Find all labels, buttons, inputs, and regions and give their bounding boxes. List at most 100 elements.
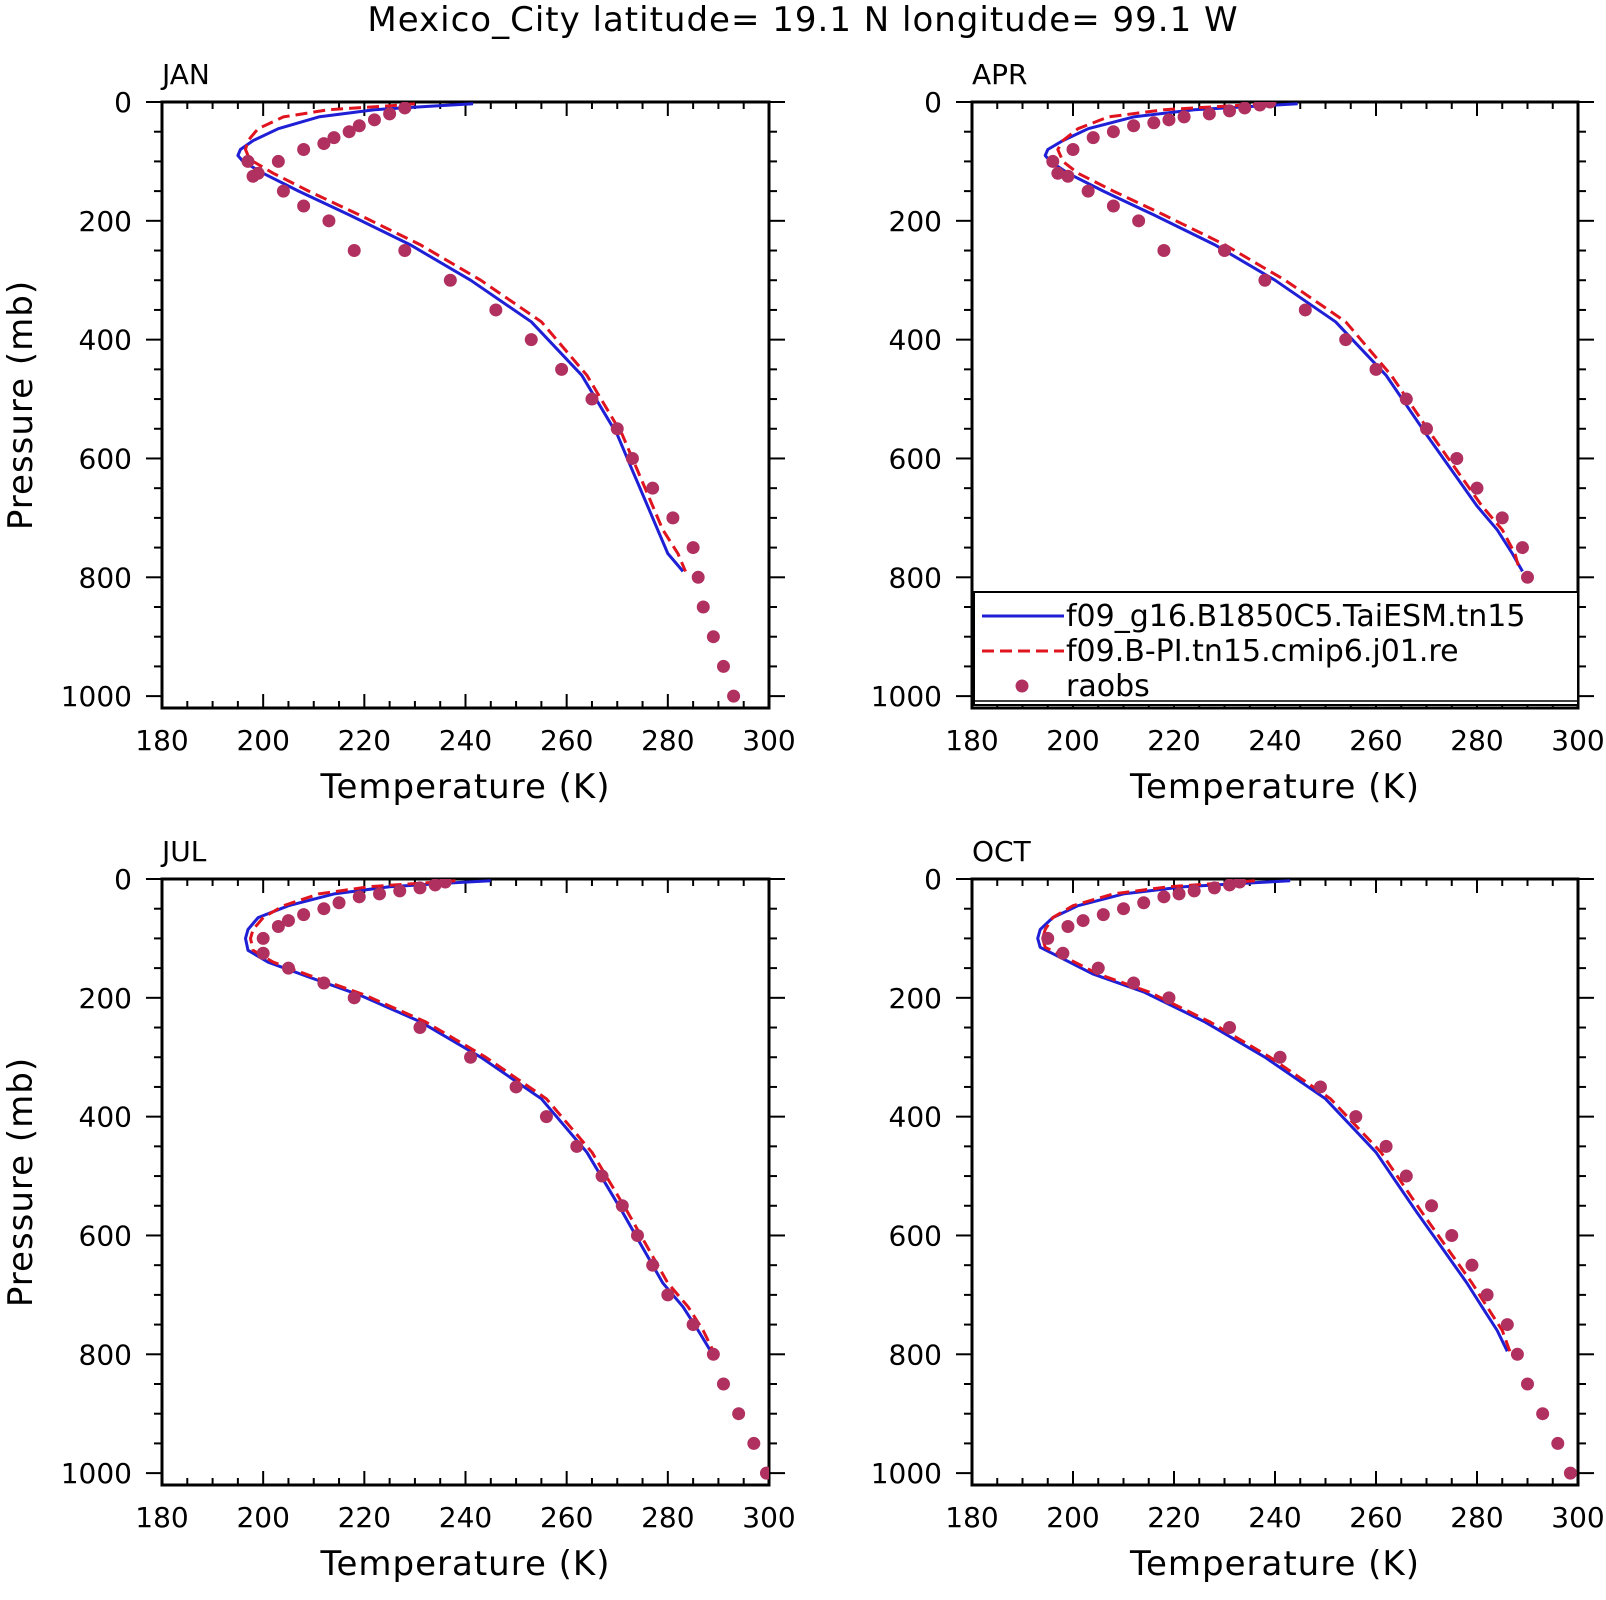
raobs-point <box>1218 244 1231 258</box>
x-tick-label: 260 <box>1349 1501 1402 1534</box>
raobs-point <box>1137 896 1151 910</box>
x-tick-label: 280 <box>1450 724 1503 757</box>
x-tick-label: 300 <box>1551 724 1604 757</box>
raobs-point <box>393 884 407 898</box>
raobs-point <box>383 107 397 121</box>
x-tick-label: 240 <box>439 1501 492 1534</box>
raobs-point <box>610 422 624 436</box>
raobs-point <box>1480 1288 1494 1302</box>
raobs-point <box>1046 154 1060 168</box>
raobs-point <box>276 184 290 198</box>
raobs-point <box>352 119 366 133</box>
x-tick-label: 240 <box>1248 724 1301 757</box>
raobs-point <box>322 214 336 228</box>
x-tick-label: 220 <box>1147 724 1200 757</box>
raobs-point <box>727 689 741 703</box>
raobs-point <box>271 154 285 168</box>
raobs-point <box>281 914 295 928</box>
raobs-point <box>256 931 270 945</box>
y-tick-label: 1000 <box>871 680 942 713</box>
y-tick-label: 600 <box>889 1219 942 1252</box>
legend-label: f09.B-PI.tn15.cmip6.j01.re <box>1066 634 1459 669</box>
raobs-point <box>1177 110 1191 124</box>
series-line-taiesm <box>244 879 713 1353</box>
y-tick-label: 400 <box>889 324 942 357</box>
legend: f09_g16.B1850C5.TaiESM.tn15f09.B-PI.tn15… <box>973 591 1579 706</box>
panel-label-jul: JUL <box>160 835 207 868</box>
raobs-point <box>686 1318 700 1332</box>
plot-frame <box>970 877 1580 1487</box>
y-tick-label: 0 <box>114 86 132 119</box>
raobs-point <box>347 991 361 1005</box>
x-tick-label: 280 <box>641 724 694 757</box>
raobs-point <box>1263 102 1277 109</box>
raobs-point <box>585 392 599 406</box>
panel-jul: 180 200 220 240 260 280 300 0 200 400 600 800 1000 JU… <box>1 835 796 1584</box>
raobs-point <box>1162 991 1176 1005</box>
y-tick-label: 800 <box>889 1338 942 1371</box>
raobs-point <box>1238 102 1252 115</box>
raobs-point <box>373 887 387 901</box>
plot-frame <box>160 877 771 1487</box>
raobs-point <box>630 1228 644 1242</box>
raobs-point <box>1510 1347 1524 1361</box>
raobs-point <box>555 362 569 376</box>
legend-box <box>973 591 1579 706</box>
raobs-point <box>327 131 341 145</box>
raobs-point <box>661 1288 675 1302</box>
raobs-point <box>1470 481 1484 495</box>
raobs-point <box>1495 511 1509 525</box>
raobs-point <box>1076 914 1090 928</box>
raobs-point <box>615 1199 629 1213</box>
raobs-point <box>524 333 538 347</box>
raobs-point <box>1420 422 1433 436</box>
raobs-point <box>1551 1436 1565 1450</box>
raobs-point <box>1127 119 1141 133</box>
raobs-point <box>297 908 311 922</box>
raobs-point <box>317 902 331 916</box>
raobs-point <box>367 113 381 127</box>
x-tick-label: 300 <box>742 724 795 757</box>
raobs-point <box>438 879 452 889</box>
y-tick-label: 600 <box>79 1219 132 1252</box>
raobs-point <box>246 169 260 183</box>
raobs-point <box>1091 961 1105 975</box>
raobs-point <box>1066 143 1080 157</box>
raobs-point <box>1106 125 1120 139</box>
raobs-point <box>1369 362 1383 376</box>
raobs-point <box>1056 946 1070 960</box>
raobs-point <box>732 1407 746 1421</box>
y-tick-label: 200 <box>889 982 942 1015</box>
y-tick-label: 400 <box>889 1101 942 1134</box>
plot-frame <box>160 100 771 710</box>
raobs-point <box>1051 166 1065 180</box>
raobs-point <box>317 976 331 990</box>
raobs-point <box>1086 131 1100 145</box>
raobs-point <box>646 1258 660 1272</box>
raobs-point <box>1399 392 1413 406</box>
raobs-point <box>1132 214 1146 228</box>
raobs-point <box>716 659 730 673</box>
x-tick-label: 300 <box>1551 1501 1604 1534</box>
raobs-point <box>1096 908 1110 922</box>
series-group <box>1036 879 1577 1480</box>
raobs-point <box>1253 102 1267 112</box>
raobs-point <box>1147 116 1161 130</box>
series-line-cmip6 <box>244 102 687 572</box>
raobs-point <box>1298 303 1312 317</box>
raobs-point <box>241 154 255 168</box>
y-tick-label: 400 <box>79 324 132 357</box>
series-line-taiesm <box>236 102 685 573</box>
raobs-point <box>570 1139 584 1153</box>
raobs-point <box>256 946 270 960</box>
y-tick-label: 600 <box>889 442 942 475</box>
series-line-cmip6 <box>249 879 715 1352</box>
x-tick-label: 180 <box>135 724 188 757</box>
raobs-point <box>1379 1139 1393 1153</box>
x-tick-label: 260 <box>540 724 593 757</box>
series-line-cmip6 <box>1056 102 1522 572</box>
raobs-point <box>539 1110 553 1124</box>
legend-swatch-dot <box>1015 679 1029 693</box>
raobs-point <box>443 273 457 287</box>
